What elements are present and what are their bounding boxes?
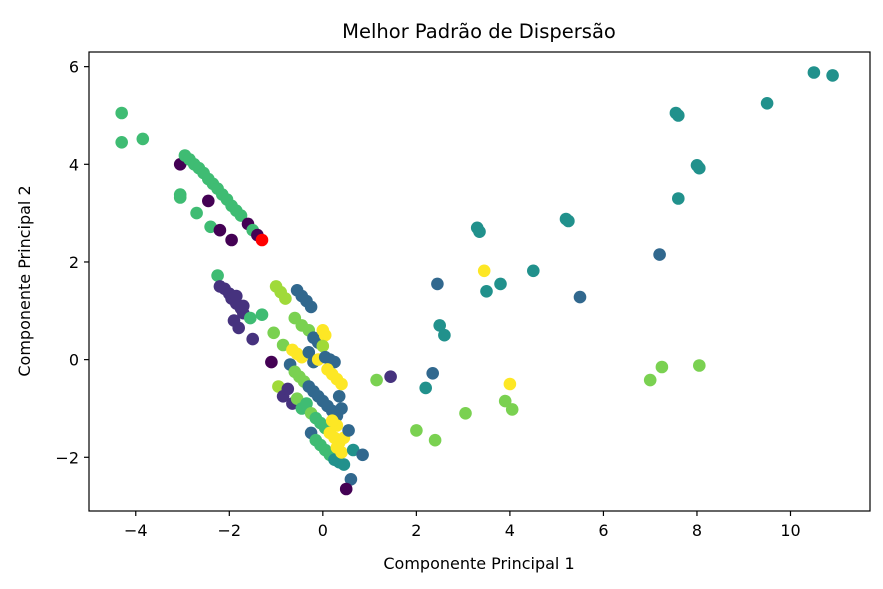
data-point — [480, 285, 493, 298]
data-point — [255, 233, 269, 247]
data-point — [244, 311, 257, 325]
data-point — [498, 394, 512, 408]
data-point — [503, 377, 517, 391]
x-tick-label: −2 — [218, 521, 242, 540]
data-point — [115, 136, 128, 149]
data-point — [173, 191, 187, 204]
data-point — [693, 161, 706, 175]
y-tick-label: −2 — [55, 448, 79, 467]
data-point — [339, 482, 353, 496]
data-point — [473, 225, 486, 238]
data-point — [302, 346, 316, 359]
data-point — [332, 390, 346, 403]
data-point — [335, 402, 348, 415]
data-point — [477, 264, 491, 278]
data-point — [419, 381, 433, 395]
y-axis-label: Componente Principal 2 — [15, 185, 34, 376]
data-point — [281, 382, 295, 396]
data-point — [527, 264, 540, 278]
data-point — [321, 363, 334, 376]
data-point — [344, 473, 358, 486]
data-point — [234, 209, 248, 222]
data-point — [246, 332, 259, 346]
data-point — [672, 109, 685, 122]
data-point — [505, 403, 519, 416]
data-point — [346, 443, 360, 457]
data-point — [213, 223, 227, 237]
data-point — [410, 424, 423, 437]
data-point — [459, 407, 472, 420]
x-tick-label: 2 — [411, 521, 421, 540]
data-point — [276, 338, 290, 352]
x-tick-label: 0 — [318, 521, 328, 540]
y-tick-label: 0 — [69, 351, 79, 370]
data-point — [230, 289, 243, 303]
x-axis-label: Componente Principal 1 — [383, 554, 574, 573]
x-tick-label: 8 — [692, 521, 702, 540]
data-point — [573, 290, 587, 304]
data-point — [826, 69, 839, 82]
data-point — [279, 292, 292, 305]
x-tick-label: 4 — [505, 521, 515, 540]
y-tick-label: 4 — [69, 155, 79, 174]
points-layer — [115, 66, 839, 496]
data-point — [370, 373, 383, 387]
plot-area — [89, 52, 870, 511]
data-point — [494, 277, 507, 291]
data-point — [316, 339, 330, 353]
y-axis-ticks: −2 0 2 4 6 — [55, 58, 89, 467]
data-point — [428, 433, 442, 447]
data-point — [672, 192, 685, 205]
data-point — [267, 326, 281, 340]
data-point — [807, 66, 821, 79]
data-point — [335, 377, 348, 391]
data-point — [225, 233, 238, 247]
chart-title: Melhor Padrão de Dispersão — [342, 20, 616, 43]
data-point — [562, 214, 575, 228]
data-point — [300, 397, 313, 410]
x-tick-label: −4 — [124, 521, 148, 540]
data-point — [426, 367, 440, 380]
data-point — [265, 355, 278, 369]
data-point — [760, 97, 774, 110]
data-point — [237, 299, 250, 313]
x-tick-label: 10 — [780, 521, 800, 540]
data-point — [655, 360, 669, 374]
data-point — [384, 370, 397, 384]
data-point — [115, 106, 128, 120]
data-point — [342, 424, 355, 437]
data-point — [202, 194, 215, 208]
y-tick-label: 6 — [69, 58, 79, 77]
data-point — [653, 248, 666, 261]
axes-frame — [88, 51, 871, 512]
data-point — [232, 321, 245, 335]
x-tick-label: 6 — [598, 521, 608, 540]
data-point — [643, 373, 657, 387]
data-point — [304, 300, 318, 314]
data-point — [136, 132, 150, 146]
data-point — [438, 328, 451, 342]
data-point — [337, 458, 351, 471]
y-tick-label: 2 — [69, 253, 79, 272]
data-point — [211, 269, 224, 282]
data-point — [693, 359, 706, 372]
data-point — [433, 319, 447, 332]
data-point — [290, 392, 304, 406]
data-point — [325, 414, 339, 428]
data-point — [190, 206, 203, 220]
data-point — [255, 308, 269, 322]
data-point — [356, 448, 369, 462]
data-point — [330, 441, 344, 454]
x-axis-ticks: −4 −2 0 2 4 6 8 10 — [124, 511, 801, 540]
data-point — [318, 328, 332, 342]
data-point — [431, 277, 444, 291]
